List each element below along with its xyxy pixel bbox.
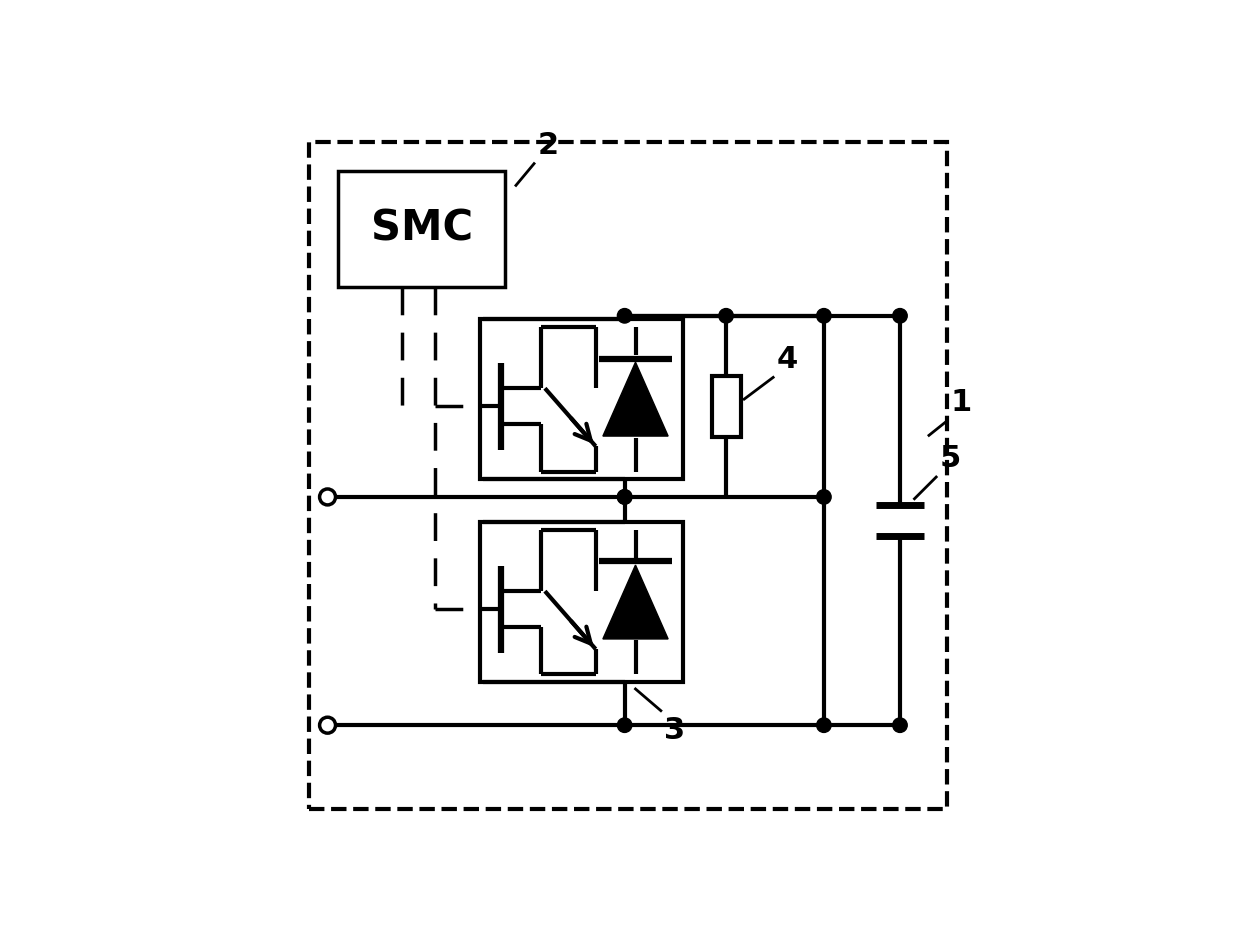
Circle shape — [719, 309, 733, 323]
Circle shape — [893, 309, 908, 323]
Circle shape — [618, 489, 632, 504]
Circle shape — [618, 489, 632, 504]
Circle shape — [893, 718, 908, 732]
Polygon shape — [603, 565, 668, 639]
FancyBboxPatch shape — [712, 375, 740, 438]
Text: 1: 1 — [951, 389, 972, 417]
Text: 5: 5 — [940, 444, 961, 473]
Circle shape — [817, 309, 831, 323]
Circle shape — [618, 718, 632, 732]
Text: 2: 2 — [538, 131, 559, 160]
Polygon shape — [603, 362, 668, 436]
Circle shape — [817, 489, 831, 504]
Text: 4: 4 — [776, 344, 799, 374]
Text: SMC: SMC — [371, 208, 472, 250]
Text: 3: 3 — [665, 716, 686, 745]
Circle shape — [618, 309, 632, 323]
Circle shape — [817, 718, 831, 732]
